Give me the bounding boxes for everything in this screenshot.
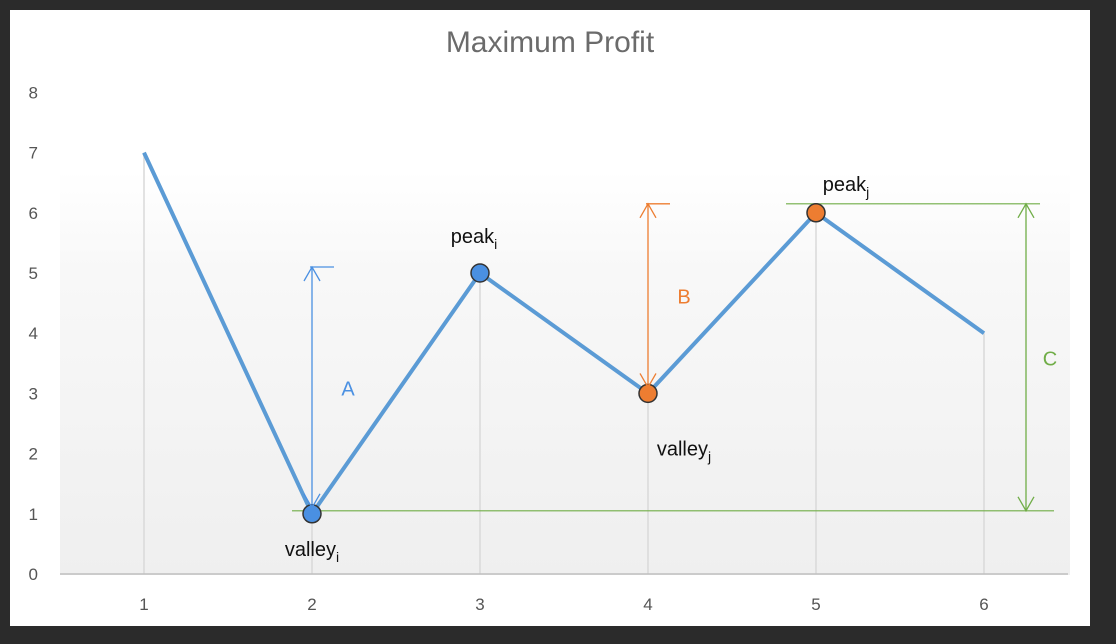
point-label-peak-i: peaki [451, 226, 498, 252]
arrow-b-head-bottom [639, 373, 657, 389]
x-tick-label: 4 [643, 595, 652, 614]
y-tick-label: 4 [29, 324, 38, 343]
point-label-subscript: j [707, 448, 711, 464]
point-label-subscript: i [494, 236, 497, 252]
guide-lines [292, 203, 1054, 512]
point-label-peak-j: peakj [823, 174, 870, 200]
point-label-main: peak [823, 174, 867, 196]
x-tick-label: 5 [811, 595, 820, 614]
y-tick-label: 5 [29, 264, 38, 283]
y-tick-label: 3 [29, 384, 38, 403]
tick-labels: 0 1 2 3 4 5 6 7 8 1 2 3 4 5 6 [29, 83, 989, 614]
y-tick-label: 1 [29, 505, 38, 524]
y-tick-label: 6 [29, 204, 38, 223]
point-label-subscript: i [336, 549, 339, 565]
annotation-label-b: B [677, 287, 690, 309]
arrow-a-head-bottom [303, 493, 321, 510]
x-tick-label: 3 [475, 595, 484, 614]
annotations: A B C [303, 202, 1057, 513]
point-label-valley-j: valleyj [657, 438, 711, 464]
series-line [142, 151, 986, 516]
y-tick-label: 2 [29, 445, 38, 464]
y-tick-label: 8 [29, 83, 38, 102]
y-tick-label: 0 [29, 565, 38, 584]
chart-title: Maximum Profit [446, 26, 655, 59]
point-label-main: valley [285, 539, 336, 561]
x-tick-label: 1 [139, 595, 148, 614]
marker-peak-j [806, 203, 826, 223]
gridlines [60, 152, 1068, 575]
series-line-group [142, 151, 986, 516]
point-label-subscript: j [865, 184, 869, 200]
arrow-c-head-top [1017, 202, 1035, 219]
x-tick-label: 6 [979, 595, 988, 614]
annotation-label-a: A [341, 378, 355, 400]
point-label-valley-i: valleyi [285, 539, 339, 565]
marker-peak-i [470, 263, 490, 283]
arrow-c-head-bottom [1017, 496, 1035, 513]
plot-background [60, 170, 1070, 575]
chart-svg: Maximum Profit valleyipeakivalleyjpeakj … [29, 26, 1070, 614]
chart-frame: Maximum Profit valleyi peaki valleyj peakj … [10, 10, 1090, 626]
point-label-main: peak [451, 226, 495, 248]
x-tick-label: 2 [307, 595, 316, 614]
point-label-main: valley [657, 438, 708, 460]
annotation-label-c: C [1043, 348, 1057, 370]
y-tick-label: 7 [29, 144, 38, 163]
